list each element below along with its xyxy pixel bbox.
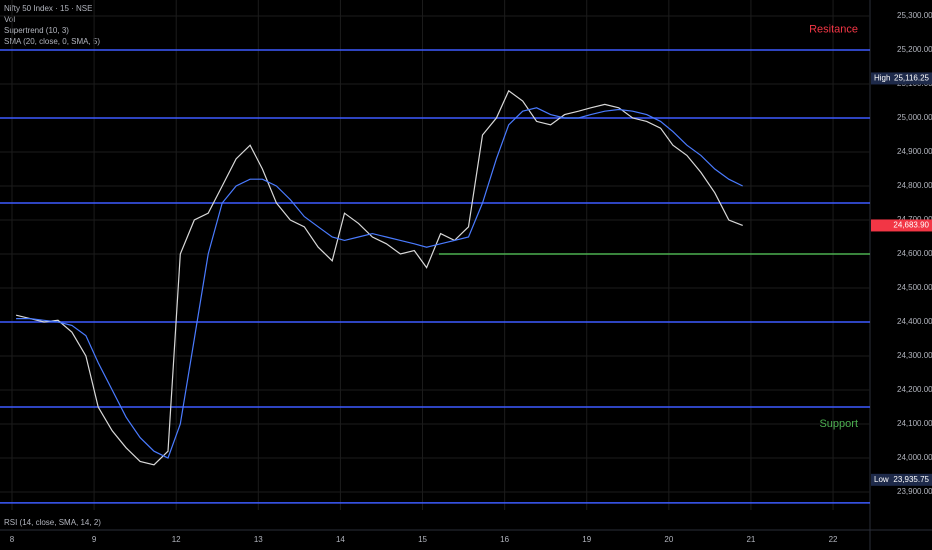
y-tick-label: 24,400.00 (897, 317, 932, 326)
y-tick-label: 25,200.00 (897, 45, 932, 54)
x-tick-label: 20 (664, 535, 673, 544)
y-tick-label: 24,100.00 (897, 419, 932, 428)
indicator-label: SMA (20, close, 0, SMA, 5) (4, 37, 100, 46)
y-tick-label: 24,800.00 (897, 181, 932, 190)
x-tick-label: 21 (746, 535, 755, 544)
y-tick-label: 24,900.00 (897, 147, 932, 156)
y-tick-label: 24,300.00 (897, 351, 932, 360)
x-tick-label: 12 (172, 535, 181, 544)
y-tick-label: 25,000.00 (897, 113, 932, 122)
price-tag-label: High (874, 74, 890, 83)
chart-title: Nifty 50 Index · 15 · NSE (4, 4, 92, 13)
price-tag (871, 473, 932, 486)
x-tick-label: 8 (10, 535, 15, 544)
y-tick-label: 24,000.00 (897, 453, 932, 462)
x-tick-label: 15 (418, 535, 427, 544)
series-line (16, 107, 743, 459)
indicator-label: RSI (14, close, SMA, 14, 2) (4, 518, 101, 527)
y-tick-label: 24,500.00 (897, 283, 932, 292)
x-tick-label: 14 (336, 535, 345, 544)
x-tick-label: 22 (829, 535, 838, 544)
y-tick-label: 23,900.00 (897, 487, 932, 496)
price-tag-value: 23,935.75 (893, 475, 929, 484)
indicator-label: Vol (4, 15, 15, 24)
y-tick-label: 24,200.00 (897, 385, 932, 394)
x-tick-label: 9 (92, 535, 97, 544)
price-tag-value: 24,683.90 (893, 221, 929, 230)
price-tag-value: 25,116.25 (894, 74, 930, 83)
price-tag (871, 219, 932, 232)
y-tick-label: 25,300.00 (897, 11, 932, 20)
annotation: Support (819, 418, 858, 430)
annotation: Resitance (809, 23, 858, 35)
x-tick-label: 19 (582, 535, 591, 544)
price-tag-label: Low (874, 475, 889, 484)
x-tick-label: 13 (254, 535, 263, 544)
price-tag (871, 72, 932, 85)
indicator-label: Supertrend (10, 3) (4, 26, 69, 35)
y-tick-label: 24,600.00 (897, 249, 932, 258)
x-tick-label: 16 (500, 535, 509, 544)
